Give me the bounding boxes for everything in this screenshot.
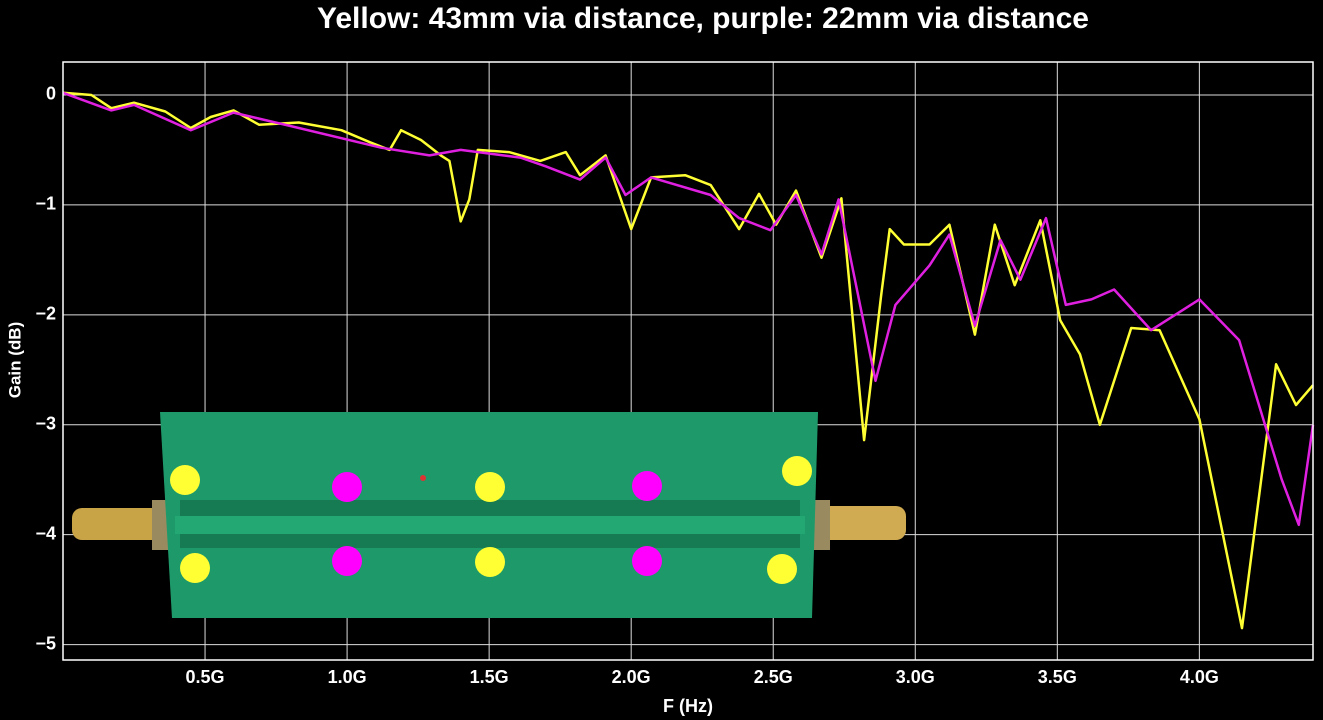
x-tick-label: 4.0G — [1180, 667, 1219, 687]
y-tick-label: −2 — [35, 304, 56, 324]
plot-frame — [62, 61, 1314, 661]
y-tick-label: −4 — [35, 523, 56, 543]
y-tick-label: −1 — [35, 194, 56, 214]
chart-title: Yellow: 43mm via distance, purple: 22mm … — [317, 2, 1089, 35]
y-tick-label: 0 — [46, 84, 56, 104]
x-tick-label: 0.5G — [186, 667, 225, 687]
x-axis-label: F (Hz) — [663, 696, 713, 716]
y-axis-label: Gain (dB) — [5, 322, 24, 399]
x-tick-label: 3.5G — [1038, 667, 1077, 687]
grid — [63, 62, 1313, 660]
series-line — [62, 91, 1315, 527]
x-tick-label: 2.0G — [612, 667, 651, 687]
y-tick-label: −3 — [35, 414, 56, 434]
pcb-photo — [72, 412, 906, 618]
x-tick-label: 1.0G — [328, 667, 367, 687]
y-tick-label: −5 — [35, 633, 56, 653]
plot-lines — [62, 91, 1315, 630]
x-tick-label: 2.5G — [754, 667, 793, 687]
x-tick-label: 1.5G — [470, 667, 509, 687]
series-line — [62, 91, 1314, 630]
x-tick-label: 3.0G — [896, 667, 935, 687]
